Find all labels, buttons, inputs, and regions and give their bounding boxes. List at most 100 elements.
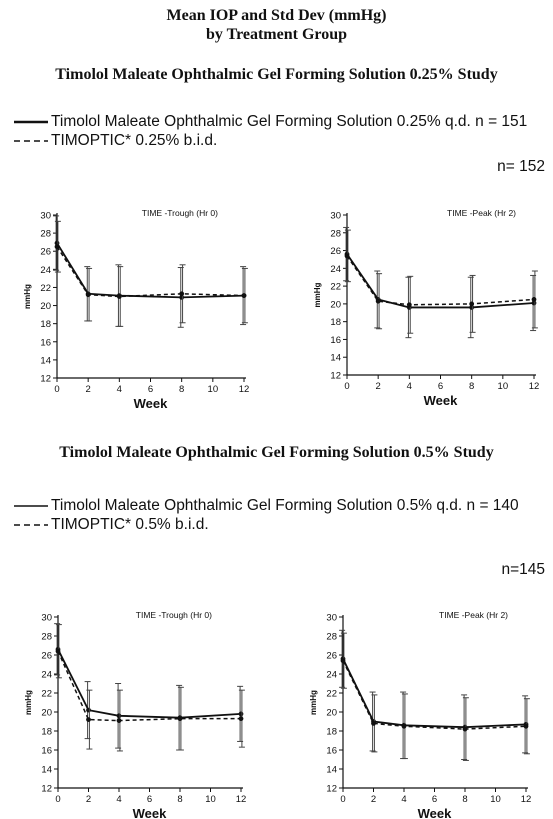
data-point [116,718,122,723]
y-tick-label: 18 [41,727,52,738]
x-tick-label: 0 [54,384,59,395]
x-axis-label: Week [133,806,167,819]
x-axis-label: Week [424,393,458,408]
y-tick-label: 16 [41,746,52,757]
series-line-timoptic [56,246,245,298]
series-line-timoptic [57,650,241,722]
data-point [371,721,376,726]
data-point [116,294,122,299]
x-tick-label: 10 [498,381,509,392]
legend-item-gel-025: Timolol Maleate Ophthalmic Gel Forming S… [14,112,527,132]
data-point [344,253,350,259]
legend-item-gel-05: Timolol Maleate Ophthalmic Gel Forming S… [14,496,519,516]
y-tick-label: 28 [330,228,341,239]
x-tick-label: 6 [432,794,437,805]
y-tick-label: 12 [40,374,51,385]
x-tick-label: 12 [239,384,250,395]
x-tick-label: 12 [529,381,540,392]
legend-label: TIMOPTIC* 0.25% b.i.d. [51,132,218,149]
y-tick-label: 30 [41,613,52,624]
x-tick-label: 8 [177,794,182,805]
y-tick-label: 16 [330,335,341,346]
legend-solid-line-icon [14,120,48,124]
data-point [177,716,183,722]
data-point [179,291,185,297]
data-point [375,298,381,304]
legend-label: Timolol Maleate Ophthalmic Gel Forming S… [51,497,519,514]
y-tick-label: 28 [41,632,52,643]
y-tick-label: 30 [40,211,51,222]
y-tick-label: 22 [330,282,341,293]
data-point [238,716,244,722]
y-tick-label: 14 [330,353,341,364]
y-tick-label: 20 [40,301,51,312]
data-point [241,293,247,298]
main-title-line-2: by Treatment Group [205,26,348,43]
y-tick-label: 14 [40,355,51,366]
y-tick-label: 14 [41,765,52,776]
y-tick-label: 16 [326,746,337,757]
y-axis-label: mmHg [313,282,322,307]
data-point [86,707,91,713]
y-tick-label: 18 [330,317,341,328]
legend-item-timoptic-05: TIMOPTIC* 0.5% b.i.d. [14,515,209,535]
y-tick-label: 24 [41,670,52,681]
x-tick-label: 8 [469,381,474,392]
legend-solid-line-icon [14,505,48,507]
legend-item-timoptic-025: TIMOPTIC* 0.25% b.i.d. [14,131,217,151]
y-tick-label: 28 [326,632,337,643]
legend-dashed-line-icon [14,140,48,142]
data-point [531,297,537,302]
y-tick-label: 20 [41,708,52,719]
y-axis-label: mmHg [309,690,318,715]
y-axis-label: mmHg [23,284,32,309]
x-tick-label: 4 [116,794,121,805]
x-tick-label: 4 [407,381,412,392]
x-tick-label: 6 [147,794,152,805]
x-tick-label: 6 [148,384,153,395]
y-tick-label: 12 [41,784,52,795]
data-point [238,711,244,717]
sample-size-label-1: n= 152 [497,158,545,175]
x-tick-label: 4 [401,794,406,805]
time-annotation: TIME -Peak (Hr 2) [439,610,508,620]
y-tick-label: 20 [330,299,341,310]
data-point [469,301,475,307]
y-tick-label: 30 [330,211,341,222]
y-tick-label: 12 [330,371,341,382]
data-point [406,302,412,308]
y-tick-label: 22 [326,689,337,700]
y-tick-label: 30 [326,613,337,624]
x-tick-label: 10 [205,794,216,805]
y-tick-label: 16 [40,337,51,348]
legend-label: TIMOPTIC* 0.5% b.i.d. [51,516,209,533]
main-title: Mean IOP and Std Dev (mmHg) by Treatment… [0,6,553,44]
data-point [86,717,91,722]
data-point [116,713,122,719]
x-tick-label: 12 [521,794,532,805]
x-tick-label: 2 [371,794,376,805]
y-tick-label: 24 [330,264,341,275]
x-tick-label: 4 [117,384,122,395]
y-tick-label: 18 [40,319,51,330]
x-tick-label: 10 [490,794,501,805]
series-line-gel [346,253,535,309]
x-tick-label: 0 [344,381,349,392]
y-tick-label: 22 [41,689,52,700]
x-tick-label: 0 [55,794,60,805]
x-tick-label: 2 [86,794,91,805]
y-tick-label: 20 [326,708,337,719]
time-annotation: TIME -Trough (Hr 0) [142,208,218,218]
series-line-timoptic [342,660,527,730]
data-point [523,723,529,729]
series-line-timoptic [346,255,535,306]
x-tick-label: 8 [462,794,467,805]
x-tick-label: 8 [179,384,184,395]
x-tick-label: 10 [208,384,219,395]
main-title-line-1: Mean IOP and Std Dev (mmHg) [166,7,387,24]
y-tick-label: 22 [40,283,51,294]
